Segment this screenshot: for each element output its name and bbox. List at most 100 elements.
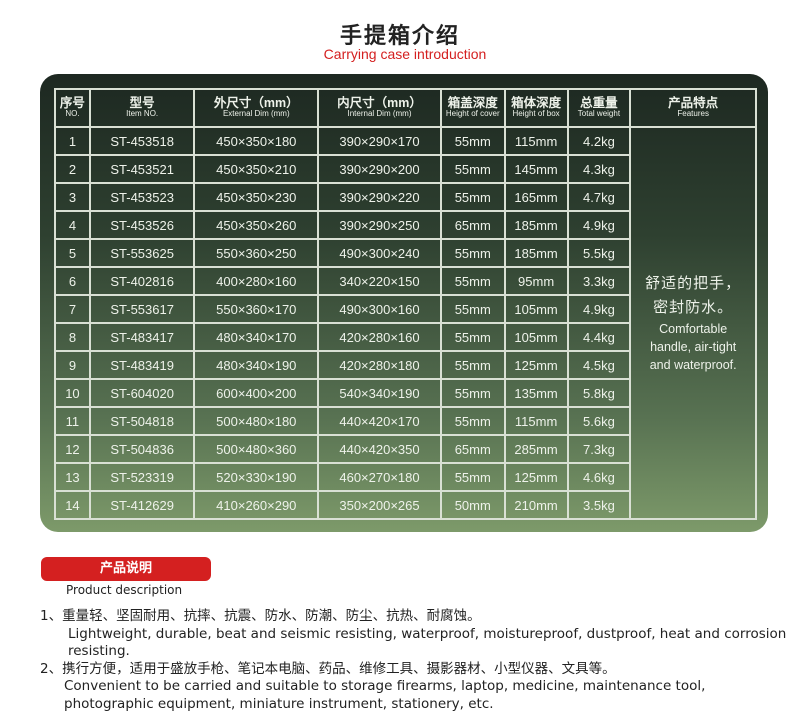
row-number-cell: 6 xyxy=(54,266,91,296)
table-row: 14 ST-412629 410×260×290 350×200×265 50mm 210… xyxy=(54,490,756,520)
box-height-cell: 105mm xyxy=(503,294,569,324)
table-row: 7 ST-553617 550×360×170 490×300×160 55mm 105m… xyxy=(54,294,756,324)
column-header-en: Item NO. xyxy=(126,109,159,119)
external-dim-cell: 450×350×180 xyxy=(193,126,320,156)
box-height-cell: 115mm xyxy=(503,126,569,156)
total-weight-cell: 5.6kg xyxy=(566,406,632,436)
external-dim-cell: 450×350×210 xyxy=(193,154,320,184)
internal-dim-cell: 420×280×180 xyxy=(317,350,442,380)
cover-height-cell: 55mm xyxy=(439,406,506,436)
total-weight-cell: 3.5kg xyxy=(566,490,632,520)
row-number-cell: 3 xyxy=(54,182,91,212)
table-row: 13 ST-523319 520×330×190 460×270×180 55mm 125… xyxy=(54,462,756,492)
row-number-cell: 1 xyxy=(54,126,91,156)
external-dim-cell: 550×360×170 xyxy=(193,294,320,324)
column-header-cn: 外尺寸（mm） xyxy=(213,96,299,111)
cover-height-cell: 55mm xyxy=(439,378,506,408)
box-height-cell: 185mm xyxy=(503,210,569,240)
box-height-cell: 135mm xyxy=(503,378,569,408)
internal-dim-cell: 490×300×160 xyxy=(317,294,442,324)
internal-dim-cell: 460×270×180 xyxy=(317,462,442,492)
cover-height-cell: 55mm xyxy=(439,294,506,324)
box-height-cell: 145mm xyxy=(503,154,569,184)
internal-dim-cell: 440×420×170 xyxy=(317,406,442,436)
box-height-cell: 210mm xyxy=(503,490,569,520)
row-number-cell: 5 xyxy=(54,238,91,268)
internal-dim-cell: 340×220×150 xyxy=(317,266,442,296)
external-dim-cell: 500×480×360 xyxy=(193,434,320,464)
internal-dim-cell: 540×340×190 xyxy=(317,378,442,408)
table-row: 4 ST-453526 450×350×260 390×290×250 65mm 185m… xyxy=(54,210,756,240)
features-text: 舒适的把手， xyxy=(645,275,742,292)
product-description-label: Product description xyxy=(66,583,183,597)
item-number-cell: ST-523319 xyxy=(88,462,196,492)
description-item-en: Convenient to be carried and suitable to… xyxy=(64,678,706,712)
column-header-en: Height of box xyxy=(512,109,560,119)
item-number-cell: ST-453521 xyxy=(88,154,196,184)
item-number-cell: ST-553625 xyxy=(88,238,196,268)
internal-dim-cell: 350×200×265 xyxy=(317,490,442,520)
box-height-cell: 165mm xyxy=(503,182,569,212)
total-weight-cell: 4.6kg xyxy=(566,462,632,492)
total-weight-cell: 4.3kg xyxy=(566,154,632,184)
item-number-cell: ST-402816 xyxy=(88,266,196,296)
total-weight-cell: 4.2kg xyxy=(566,126,632,156)
internal-dim-cell: 390×290×170 xyxy=(317,126,442,156)
internal-dim-cell: 490×300×240 xyxy=(317,238,442,268)
external-dim-cell: 400×280×160 xyxy=(193,266,320,296)
cover-height-cell: 55mm xyxy=(439,126,506,156)
row-number-cell: 11 xyxy=(54,406,91,436)
spec-panel: 序号 NO. 型号 Item NO. 外尺寸（mm） External Dim (mm) 内… xyxy=(40,74,768,532)
table-row: 5 ST-553625 550×360×250 490×300×240 55mm 185m… xyxy=(54,238,756,268)
box-height-cell: 95mm xyxy=(503,266,569,296)
external-dim-cell: 520×330×190 xyxy=(193,462,320,492)
box-height-cell: 125mm xyxy=(503,462,569,492)
column-header-en: External Dim (mm) xyxy=(222,109,290,119)
external-dim-cell: 480×340×170 xyxy=(193,322,320,352)
column-header-cn: 内尺寸（mm） xyxy=(337,96,422,111)
total-weight-cell: 5.8kg xyxy=(566,378,632,408)
item-number-cell: ST-504818 xyxy=(88,406,196,436)
external-dim-cell: 450×350×260 xyxy=(193,210,320,240)
description-item-en: Lightweight, durable, beat and seismic r… xyxy=(68,625,787,660)
total-weight-cell: 4.9kg xyxy=(566,294,632,324)
row-number-cell: 2 xyxy=(54,154,91,184)
cover-height-cell: 55mm xyxy=(439,182,506,212)
box-height-cell: 105mm xyxy=(503,322,569,352)
cover-height-cell: 55mm xyxy=(439,322,506,352)
features-text: Comfortable xyxy=(659,322,728,336)
item-number-cell: ST-483417 xyxy=(88,322,196,352)
item-number-cell: ST-604020 xyxy=(88,378,196,408)
column-header-cn: 总重量 xyxy=(580,96,618,111)
external-dim-cell: 550×360×250 xyxy=(193,238,320,268)
page-subtitle: Carrying case introduction xyxy=(323,46,487,62)
column-header-cn: 型号 xyxy=(129,96,155,111)
cover-height-cell: 55mm xyxy=(439,462,506,492)
cover-height-cell: 55mm xyxy=(439,154,506,184)
cover-height-cell: 50mm xyxy=(439,490,506,520)
table-row: 10 ST-604020 600×400×200 540×340×190 55mm 135… xyxy=(54,378,756,408)
spec-table: 序号 NO. 型号 Item NO. 外尺寸（mm） External Dim (mm) 内… xyxy=(54,88,757,520)
box-height-cell: 125mm xyxy=(503,350,569,380)
column-header: 型号 Item NO. xyxy=(88,88,196,128)
column-header-en: Total weight xyxy=(577,109,621,119)
external-dim-cell: 600×400×200 xyxy=(193,378,320,408)
internal-dim-cell: 440×420×350 xyxy=(317,434,442,464)
row-number-cell: 14 xyxy=(54,490,91,520)
column-header-cn: 箱体深度 xyxy=(511,96,562,111)
table-row: 11 ST-504818 500×480×180 440×420×170 55mm 115… xyxy=(54,406,756,436)
row-number-cell: 8 xyxy=(54,322,91,352)
table-row: 2 ST-453521 450×350×210 390×290×200 55mm 145m… xyxy=(54,154,756,184)
item-number-cell: ST-504836 xyxy=(88,434,196,464)
column-header: 箱盖深度 Height of cover xyxy=(439,88,506,128)
features-text: 密封防水。 xyxy=(653,299,734,316)
row-number-cell: 7 xyxy=(54,294,91,324)
column-header: 外尺寸（mm） External Dim (mm) xyxy=(193,88,320,128)
description-item-cn: 1、重量轻、坚固耐用、抗摔、抗震、防水、防潮、防尘、抗热、耐腐蚀。 xyxy=(40,608,481,624)
features-text: and waterproof. xyxy=(649,358,737,372)
column-header-cn: 产品特点 xyxy=(668,96,719,111)
box-height-cell: 285mm xyxy=(503,434,569,464)
table-row: 6 ST-402816 400×280×160 340×220×150 55mm 95mm… xyxy=(54,266,756,296)
total-weight-cell: 7.3kg xyxy=(566,434,632,464)
table-row: 3 ST-453523 450×350×230 390×290×220 55mm 165m… xyxy=(54,182,756,212)
